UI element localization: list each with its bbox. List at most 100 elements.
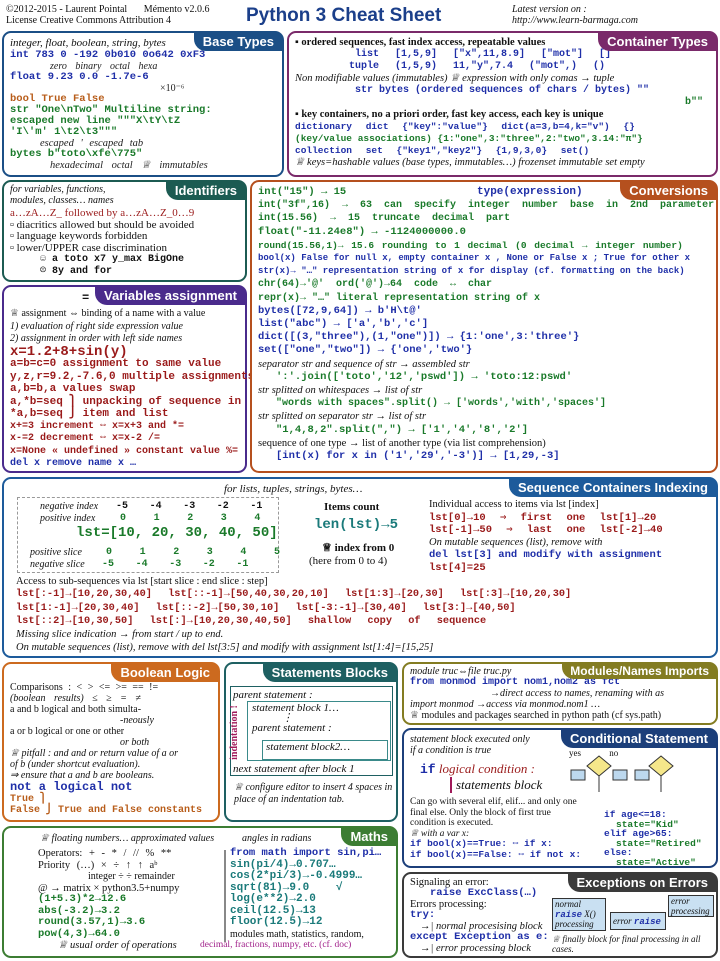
- raise-label-2: raise: [633, 917, 661, 927]
- line: (key/value associations) {1:"one",3:"thr…: [295, 133, 643, 144]
- modules-panel: Modules/Names Imports module truc⇔file t…: [402, 662, 718, 725]
- latest-url[interactable]: http://www.learn-barmaga.com: [512, 15, 638, 26]
- line: or both: [120, 737, 150, 748]
- maths-right: from math import sin,pi… sin(pi/4)→0.707…: [200, 847, 381, 952]
- type-expression: type(expression): [477, 186, 583, 198]
- boolean-title: Boolean Logic: [111, 663, 219, 682]
- line: separator str and sequence of str → asse…: [258, 358, 470, 370]
- line: a,b=b,a values swap: [10, 383, 136, 395]
- line: lst[1:-1]→[20,30,40] lst[::-2]→[50,30,10…: [16, 601, 516, 614]
- line: del lst[3] and modify with assignment: [429, 549, 663, 561]
- line: int("3f",16) → 63 can specify integer nu…: [258, 200, 715, 212]
- pos-slice-label: positive slice: [30, 547, 82, 558]
- normal-label: normal: [555, 899, 582, 909]
- line: ♕ assignment ⇔ binding of a name with a …: [10, 308, 206, 319]
- line: not a logical not: [10, 780, 133, 794]
- line: integer ÷ ÷ remainder: [88, 871, 175, 882]
- line: elif age>65:: [604, 828, 673, 839]
- negative-slice-cell: -5: [102, 559, 115, 570]
- neg-slice-label: negative slice: [30, 559, 85, 570]
- subsequences: Access to sub-sequences via lst [start s…: [16, 575, 571, 655]
- no-label: no: [609, 748, 619, 758]
- base-types-lines: int 783 0 -192 0b010 0o642 0xF3 zero bin…: [10, 50, 276, 172]
- block-1-label: statement block 1…: [252, 702, 339, 714]
- identifiers-panel: Identifiers for variables, functions, mo…: [2, 180, 247, 282]
- next-statement: next statement after block 1: [233, 763, 355, 775]
- line: ♕ pitfall : and and or return value of a…: [10, 748, 179, 759]
- line: round(15.56,1)→ 15.6 rounding to 1 decim…: [258, 239, 683, 251]
- line: bytes b"toto\xfe\775": [10, 148, 143, 160]
- line: (1+5.3)*2→12.6: [38, 893, 127, 905]
- line: Operators: + - * / // % **: [38, 848, 172, 859]
- identifiers-subtitle: for variables, functions, modules, class…: [10, 184, 114, 206]
- line: ☹ 8y and for: [40, 265, 113, 277]
- negative-index-cell: -2: [216, 501, 229, 512]
- angles-note: angles in radians: [242, 833, 312, 844]
- latest-label: Latest version on :: [512, 4, 587, 15]
- normal-box: normal raise X() processing: [552, 898, 606, 931]
- line: bytes([72,9,64]) → b'H\t@': [258, 304, 422, 317]
- error-processing-label: error processing: [671, 896, 710, 916]
- statements-note: ♕ configure editor to insert 4 spaces in…: [234, 782, 393, 805]
- negative-index-cell: -4: [149, 501, 162, 512]
- positive-slice-cell: 5: [274, 547, 281, 558]
- yes-label: yes: [569, 748, 581, 758]
- line: lst[:-1]→[10,20,30,40] lst[::-1]→[50,40,…: [16, 588, 572, 601]
- line: except Exception as e:: [410, 931, 549, 943]
- base-types-title: Base Types: [193, 32, 283, 51]
- items-count-title: Items count: [324, 501, 380, 513]
- page-title: Python 3 Cheat Sheet: [246, 5, 442, 26]
- exceptions-title: Exceptions on Errors: [567, 873, 717, 892]
- block-1: statement block 1… ⋮ parent statement : …: [247, 701, 391, 761]
- line: ceil(12.5)→13: [230, 904, 316, 917]
- base-types-panel: Base Types integer, float, boolean, stri…: [2, 31, 284, 177]
- line: from monmod import nom1,nom2 as fct: [410, 677, 621, 688]
- line: str splitted on separator str → list of …: [258, 411, 427, 423]
- container-types-title: Container Types: [598, 32, 717, 51]
- line: escaped new line """X\tY\tZ: [10, 115, 181, 127]
- license: License Creative Commons Attribution 4: [6, 15, 171, 26]
- positive-slice-cell: 2: [173, 547, 180, 558]
- line: x=1.2+8+sin(y): [10, 343, 128, 360]
- line: a or b logical or one or other: [10, 726, 125, 737]
- exceptions-panel: Exceptions on Errors Signaling an error:…: [402, 872, 718, 958]
- line: bool(x) False for null x, empty containe…: [258, 253, 691, 264]
- line: "1,4,8,2".split(",") → ['1','4','8','2']: [276, 423, 529, 436]
- line: True ⎫: [10, 794, 47, 805]
- line: Priority (…) × ÷ ↑ ↑ aᵇ: [38, 859, 158, 871]
- if-block: statements block: [450, 777, 570, 793]
- line: str "One\nTwo" Multiline string:: [10, 104, 212, 116]
- line: list("abc") → ['a','b','c']: [258, 318, 429, 331]
- line: x-=2 decrement ⇔ x=x-2 /=: [10, 433, 161, 444]
- line: condition is executed.: [410, 818, 494, 828]
- line: ☺ a toto x7 y_max BigOne: [40, 254, 185, 265]
- line: ':'.join(['toto','12','pswd']) → 'toto:1…: [276, 370, 573, 383]
- line: Comparisons : < > <= >= == !=: [10, 682, 159, 693]
- age-example: if age<=18: state="Kid" elif age>65: sta…: [604, 810, 702, 867]
- line: else:: [604, 847, 633, 858]
- line: collection set {"key1","key2"} {1,9,3,0}…: [295, 145, 590, 156]
- variables-lines: ♕ assignment ⇔ binding of a name with a …: [10, 308, 254, 471]
- line: set(["one","two"]) → {'one','two'}: [258, 344, 473, 357]
- line: dictionary dict {"key":"value"} dict(a=3…: [295, 121, 635, 132]
- conversions-title: Conversions: [620, 181, 717, 200]
- line: state="Retired": [616, 837, 702, 849]
- assign-symbol: =: [82, 291, 90, 305]
- block-diagram: parent statement : statement block 1… ⋮ …: [229, 686, 393, 776]
- len-expression: len(lst)→5: [314, 517, 399, 533]
- line: ▫ language keywords forbidden: [10, 230, 148, 242]
- block-2-label: statement block2…: [266, 741, 351, 753]
- line: lst[::2]→[10,30,50] lst[:]→[10,20,30,40,…: [16, 614, 487, 627]
- line: del x remove name x …: [10, 458, 137, 469]
- line: ⇒ ensure that a and b are booleans.: [10, 770, 155, 781]
- negative-index-cell: -5: [116, 501, 129, 512]
- maths-left: Operators: + - * / // % ** Priority (…) …: [38, 848, 179, 952]
- flowchart-icon: [570, 755, 674, 792]
- float-note: ♕ floating numbers… approximated values: [40, 833, 215, 844]
- statements-title: Statements Blocks: [262, 663, 397, 682]
- line: Can go with several elif, elif... and on…: [410, 797, 577, 807]
- line: ♕ modules and packages searched in pytho…: [410, 710, 662, 721]
- missing-note: Missing slice indication → from start / …: [16, 629, 224, 641]
- container-lines: ▪ ordered sequences, fast index access, …: [295, 37, 710, 169]
- raise-label: raise: [555, 909, 583, 920]
